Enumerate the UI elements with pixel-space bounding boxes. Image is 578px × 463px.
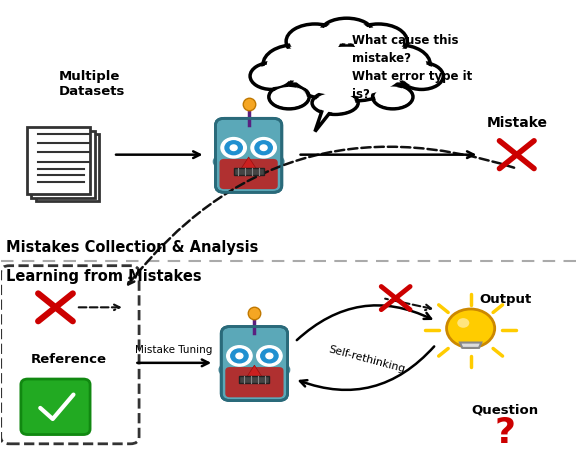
Circle shape [230,146,237,151]
Polygon shape [247,365,262,377]
Ellipse shape [403,66,440,88]
FancyBboxPatch shape [234,169,264,176]
Text: ?: ? [495,415,516,449]
Ellipse shape [315,94,355,113]
Circle shape [457,319,469,328]
FancyBboxPatch shape [1,266,139,444]
Text: Mistakes Collection & Analysis: Mistakes Collection & Analysis [6,240,259,255]
Circle shape [214,156,229,168]
Ellipse shape [324,22,369,44]
Circle shape [236,353,243,359]
Polygon shape [315,107,335,132]
FancyBboxPatch shape [36,135,99,202]
Ellipse shape [321,19,373,47]
FancyBboxPatch shape [216,119,282,193]
Polygon shape [460,343,481,348]
Ellipse shape [353,28,404,56]
FancyBboxPatch shape [31,131,95,198]
Text: Multiple
Datasets: Multiple Datasets [58,70,125,98]
Ellipse shape [350,25,407,60]
Circle shape [261,349,278,363]
Ellipse shape [291,48,402,97]
Text: What cause this
mistake?
What error type it
is?: What cause this mistake? What error type… [353,34,473,101]
FancyBboxPatch shape [225,367,284,397]
Ellipse shape [375,88,410,107]
Text: Mistake: Mistake [486,116,547,130]
Circle shape [257,346,282,366]
Ellipse shape [267,49,323,81]
Polygon shape [241,157,256,169]
Ellipse shape [269,86,309,110]
Text: Mistake Tuning: Mistake Tuning [135,344,212,354]
Ellipse shape [286,25,344,60]
FancyBboxPatch shape [21,379,90,435]
Circle shape [220,364,235,376]
Text: Output: Output [479,292,531,305]
FancyBboxPatch shape [221,327,288,400]
Ellipse shape [263,46,327,85]
Ellipse shape [290,28,340,56]
Circle shape [447,309,495,348]
Circle shape [260,146,267,151]
Ellipse shape [373,86,413,110]
Ellipse shape [367,46,430,85]
Ellipse shape [370,49,427,81]
Circle shape [255,142,272,155]
Circle shape [231,349,248,363]
Circle shape [269,156,284,168]
Ellipse shape [250,63,293,90]
Text: Reference: Reference [31,352,107,365]
FancyBboxPatch shape [27,128,90,194]
FancyBboxPatch shape [220,160,278,190]
Ellipse shape [283,42,410,102]
Circle shape [225,142,242,155]
Circle shape [227,346,252,366]
Ellipse shape [400,63,443,90]
Ellipse shape [271,88,307,107]
Text: Self-rethinking: Self-rethinking [327,344,406,374]
Text: Learning from Mistakes: Learning from Mistakes [6,269,202,283]
Circle shape [251,138,276,158]
Ellipse shape [253,66,291,88]
Circle shape [266,353,273,359]
Text: Question: Question [472,403,539,416]
Circle shape [221,138,246,158]
Ellipse shape [312,92,358,115]
Circle shape [275,364,289,376]
FancyBboxPatch shape [239,376,269,383]
